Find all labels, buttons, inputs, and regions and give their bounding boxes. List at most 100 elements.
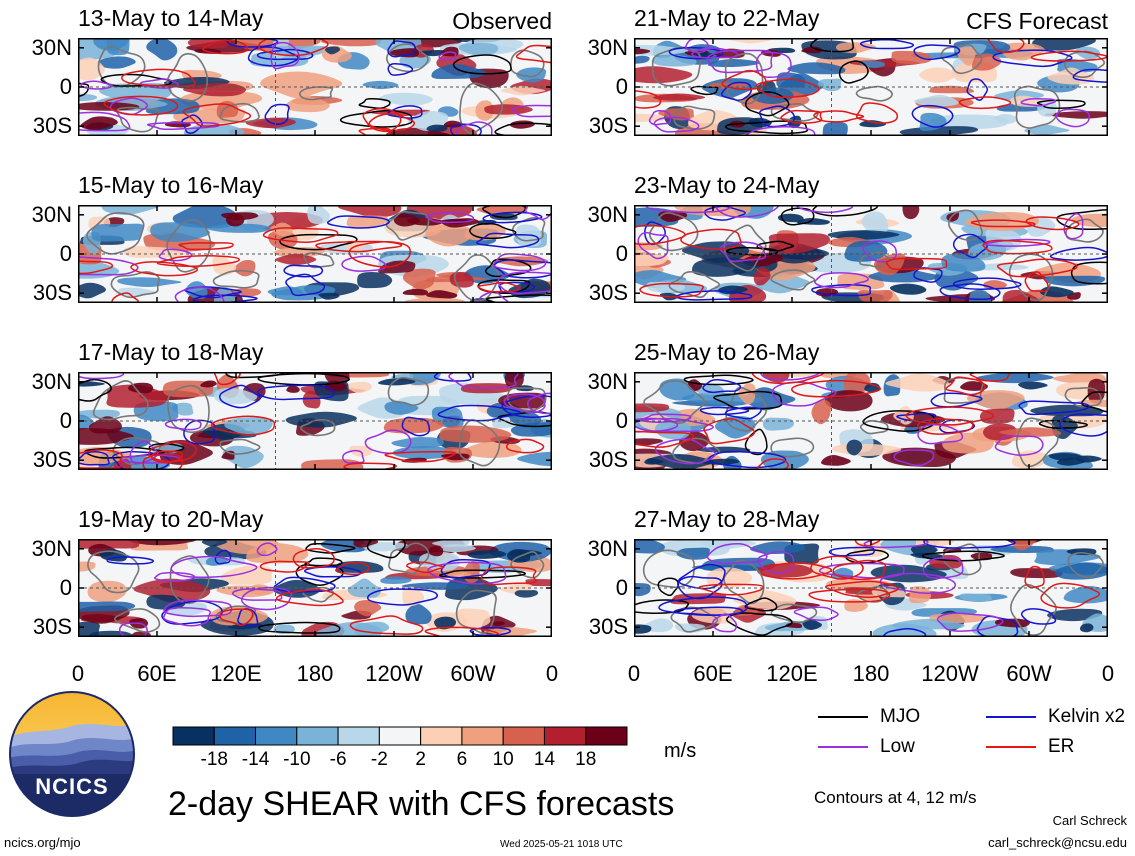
lat-tick-label: 30N bbox=[587, 201, 628, 227]
coastline bbox=[299, 418, 336, 437]
coastline bbox=[723, 224, 767, 272]
shear-shading bbox=[391, 437, 444, 449]
contour-line bbox=[257, 384, 335, 401]
lat-tick-label: 30S bbox=[588, 614, 628, 640]
shear-shading-strong bbox=[802, 619, 822, 630]
contour-line bbox=[1024, 565, 1045, 589]
contour-line bbox=[855, 102, 899, 124]
ncics-logo: NCICS bbox=[8, 690, 136, 818]
contour-line bbox=[362, 107, 402, 133]
contour-line bbox=[326, 215, 390, 229]
contour-line bbox=[78, 449, 123, 469]
shear-shading bbox=[439, 425, 512, 443]
contour-line bbox=[702, 379, 742, 394]
colorbar-tick-label: 18 bbox=[575, 749, 597, 770]
contour-line bbox=[668, 46, 724, 60]
shear-shading bbox=[185, 281, 208, 299]
shear-shading bbox=[846, 439, 863, 456]
contour-line bbox=[838, 60, 869, 84]
coastline bbox=[212, 269, 260, 289]
colorbar-swatch bbox=[585, 726, 628, 746]
contour-line bbox=[78, 111, 131, 132]
contour-line bbox=[401, 416, 431, 437]
shear-shading bbox=[634, 55, 650, 64]
footer-timestamp: Wed 2025-05-21 1018 UTC bbox=[500, 839, 623, 850]
shear-shading bbox=[87, 580, 127, 603]
coastline bbox=[1010, 583, 1057, 636]
shear-shading bbox=[634, 44, 689, 56]
column-label: Observed bbox=[452, 8, 552, 34]
contour-line bbox=[285, 273, 326, 297]
lat-tick-label: 0 bbox=[59, 241, 72, 266]
shear-shading-strong bbox=[80, 116, 118, 131]
coastline bbox=[169, 555, 210, 605]
shear-shading bbox=[634, 438, 663, 446]
coastline bbox=[510, 551, 545, 579]
lat-tick-label: 30S bbox=[32, 614, 72, 640]
contour-line bbox=[824, 580, 899, 598]
lon-tick-label: 60W bbox=[450, 661, 496, 686]
shear-shading-strong bbox=[889, 283, 927, 295]
contour-line bbox=[845, 549, 889, 564]
contour-line bbox=[139, 78, 179, 89]
contour-line bbox=[78, 260, 114, 275]
shear-shading-strong bbox=[318, 292, 340, 300]
shear-shading bbox=[787, 62, 846, 75]
contour-line bbox=[485, 294, 552, 303]
contour-line bbox=[1030, 50, 1108, 62]
shear-shading bbox=[634, 66, 693, 84]
shear-shading bbox=[909, 586, 931, 604]
contour-line bbox=[348, 241, 412, 268]
lat-tick-label: 0 bbox=[59, 74, 72, 99]
shear-shading bbox=[692, 257, 757, 277]
contour-line bbox=[714, 205, 781, 218]
shear-shading bbox=[379, 92, 433, 106]
shear-shading bbox=[286, 96, 330, 113]
contour-line bbox=[808, 588, 891, 603]
coastline bbox=[649, 212, 699, 252]
contour-line bbox=[497, 411, 552, 428]
contour-line bbox=[182, 103, 252, 127]
contour-line bbox=[921, 550, 1005, 562]
contour-line bbox=[225, 372, 285, 379]
contour-line bbox=[952, 233, 988, 259]
contour-line bbox=[130, 261, 199, 277]
colorbar-tick-label: -10 bbox=[283, 749, 311, 770]
contour-line bbox=[335, 561, 370, 576]
lon-tick-label: 120E bbox=[210, 661, 262, 686]
contour-line bbox=[158, 248, 193, 262]
contour-line bbox=[913, 267, 943, 283]
contour-line bbox=[645, 205, 733, 214]
contour-line bbox=[755, 458, 790, 470]
contour-line bbox=[992, 49, 1073, 68]
shear-shading bbox=[957, 46, 976, 66]
contour-line bbox=[1056, 209, 1108, 231]
contour-line bbox=[698, 583, 764, 596]
contour-line bbox=[913, 44, 961, 61]
shear-shading bbox=[976, 263, 1029, 271]
colorbar-tick-label: -14 bbox=[241, 749, 270, 770]
shear-shading bbox=[1063, 585, 1108, 604]
shear-shading bbox=[818, 78, 842, 92]
shear-shading bbox=[676, 547, 710, 560]
shear-shading bbox=[929, 85, 975, 94]
contour-line bbox=[121, 68, 197, 87]
contour-line bbox=[80, 80, 114, 90]
map-panel bbox=[78, 205, 552, 303]
contour-line bbox=[1025, 216, 1080, 231]
map-frame bbox=[78, 38, 552, 136]
colorbar-tick-label: 6 bbox=[456, 749, 468, 770]
shear-shading bbox=[325, 46, 341, 55]
shear-shading bbox=[97, 56, 136, 69]
contour-line bbox=[744, 428, 768, 456]
shear-shading bbox=[337, 205, 402, 218]
coastline bbox=[453, 254, 500, 302]
contour-line bbox=[273, 576, 336, 593]
contour-line bbox=[719, 241, 767, 263]
contour-line bbox=[455, 121, 493, 136]
contour-line bbox=[438, 569, 526, 579]
contour-line bbox=[726, 612, 793, 636]
coastline bbox=[859, 251, 893, 269]
shear-shading bbox=[432, 539, 470, 547]
contour-line bbox=[771, 381, 837, 407]
